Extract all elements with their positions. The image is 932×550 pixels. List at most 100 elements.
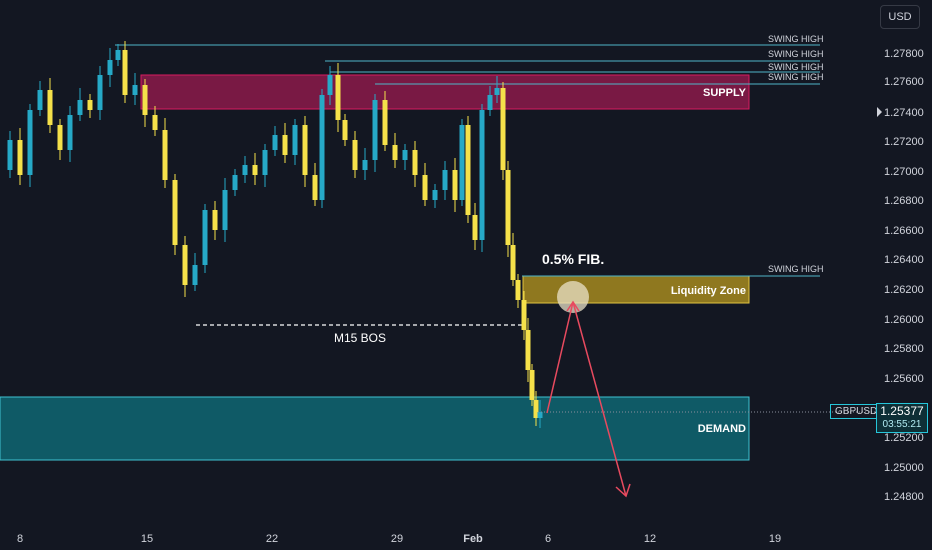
candle-body [422, 175, 428, 200]
candle-body [107, 60, 113, 75]
candle-body [452, 170, 458, 200]
candle-body [57, 125, 63, 150]
price-tick: 1.26000 [884, 314, 924, 326]
candle-body [292, 125, 298, 155]
date-tick: 15 [141, 533, 153, 545]
candle-body [222, 190, 228, 230]
candle-body [487, 95, 493, 110]
candle-body [479, 110, 485, 240]
price-tick: 1.24800 [884, 491, 924, 503]
candle-body [465, 125, 471, 215]
price-tick: 1.27000 [884, 166, 924, 178]
candle-body [382, 100, 388, 145]
candle-body [67, 115, 73, 150]
price-tick: 1.26600 [884, 225, 924, 237]
candle-body [47, 90, 53, 125]
candle-body [335, 75, 341, 120]
candle-body [122, 50, 128, 95]
candle-body [533, 400, 539, 418]
candle-body [202, 210, 208, 265]
candle-body [77, 100, 83, 115]
candle-body [97, 75, 103, 110]
bos-label: M15 BOS [334, 331, 386, 345]
candle-body [402, 150, 408, 160]
candle-body [232, 175, 238, 190]
price-tick: 1.25800 [884, 343, 924, 355]
candle-body [432, 190, 438, 200]
candle-body [162, 130, 168, 180]
supply-zone[interactable] [140, 74, 750, 110]
symbol-label: GBPUSD [830, 404, 883, 419]
price-tick: 1.27400 [884, 107, 924, 119]
fib-label: 0.5% FIB. [542, 251, 604, 267]
price-tick: 1.25000 [884, 462, 924, 474]
candle-body [172, 180, 178, 245]
candle-body [505, 170, 511, 245]
candle-body [7, 140, 13, 170]
liquidity-zone-label: Liquidity Zone [671, 285, 746, 297]
candle-body [412, 150, 418, 175]
swing-high-label: SWING HIGH [768, 72, 824, 82]
candle-body [282, 135, 288, 155]
candle-body [372, 100, 378, 160]
price-tick: 1.26800 [884, 195, 924, 207]
price-tick: 1.27200 [884, 136, 924, 148]
date-tick: Feb [463, 533, 483, 545]
candle-body [242, 165, 248, 175]
candle-body [192, 265, 198, 285]
candle-body [319, 95, 325, 200]
currency-button[interactable]: USD [880, 5, 920, 29]
date-tick: 29 [391, 533, 403, 545]
price-tick: 1.26400 [884, 254, 924, 266]
candle-body [262, 150, 268, 175]
candle-body [302, 125, 308, 175]
candle-body [252, 165, 258, 175]
date-tick: 19 [769, 533, 781, 545]
date-tick: 12 [644, 533, 656, 545]
swing-high-label: SWING HIGH [768, 34, 824, 44]
arrow-head-down [615, 483, 631, 498]
price-tick: 1.26200 [884, 284, 924, 296]
candle-body [17, 140, 23, 175]
swing-high-label: SWING HIGH [768, 49, 824, 59]
candle-body [362, 160, 368, 170]
candle-body [312, 175, 318, 200]
candle-body [27, 110, 33, 175]
date-tick: 8 [17, 533, 23, 545]
candle-body [352, 140, 358, 170]
candle-body [529, 370, 535, 400]
price-axis-marker-icon [877, 107, 882, 117]
candle-body [182, 245, 188, 285]
candle-body [494, 88, 500, 95]
arrow-head-up [566, 300, 580, 312]
candle-body [272, 135, 278, 150]
price-tick: 1.25200 [884, 432, 924, 444]
candle-body [327, 75, 333, 95]
date-axis[interactable]: 8 15 22 29 Feb 6 12 19 [17, 533, 781, 545]
candle-body [87, 100, 93, 110]
date-tick: 22 [266, 533, 278, 545]
demand-zone-label: DEMAND [698, 423, 746, 435]
demand-zone[interactable] [0, 396, 750, 461]
supply-zone-label: SUPPLY [703, 87, 747, 99]
candle-body [472, 215, 478, 240]
candle-body [500, 88, 506, 170]
price-axis[interactable]: 1.27800 1.27600 1.27400 1.27200 1.27000 … [877, 48, 924, 503]
candle-body [132, 85, 138, 95]
candle-body [510, 245, 516, 280]
candle-body [115, 50, 121, 60]
candle-body [212, 210, 218, 230]
target-circle[interactable] [557, 281, 589, 313]
candle-body [525, 330, 531, 370]
candle-body [515, 280, 521, 300]
candle-body [37, 90, 43, 110]
price-tick: 1.27800 [884, 48, 924, 60]
last-price-value: 1.25377 [880, 404, 924, 418]
swing-high-label: SWING HIGH [768, 264, 824, 274]
candle-body [142, 85, 148, 115]
candle-body [392, 145, 398, 160]
candle-body [459, 125, 465, 200]
candle-body [342, 120, 348, 140]
candle-body [521, 300, 527, 330]
